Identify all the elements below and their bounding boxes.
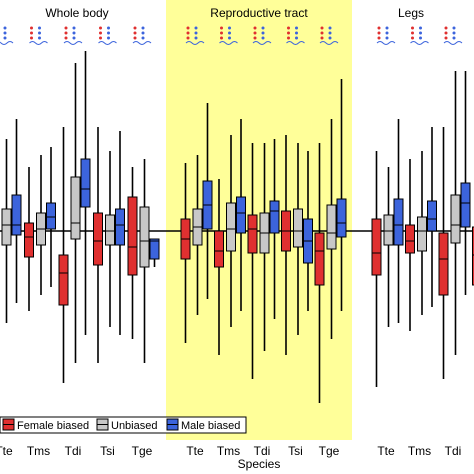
tick-label-tte: Tte [186, 444, 204, 458]
phylogeny-icon [132, 26, 152, 45]
label-layer: Whole body Tte Tms Tdi Tsi Tge Reproductive tr… [0, 6, 463, 458]
box-male [149, 238, 160, 260]
phylogeny-icon [443, 26, 463, 45]
tick-label-tge: Tge [319, 444, 340, 458]
box-female [247, 214, 258, 254]
phylogeny-icon [29, 26, 48, 45]
box-female [438, 232, 449, 296]
box-female [127, 196, 138, 276]
phylogeny-icon [252, 26, 272, 45]
box-female [472, 226, 474, 286]
tick-label-tms: Tms [27, 444, 50, 458]
box-unbiased [226, 202, 236, 252]
box-male [269, 200, 280, 234]
box-female [314, 232, 325, 286]
phylogeny-icon [98, 26, 117, 45]
box-male [115, 208, 125, 246]
box-male [336, 198, 347, 238]
box-male [236, 196, 246, 234]
box-male [460, 182, 471, 228]
box-unbiased [383, 214, 394, 246]
panel-title-legs: Legs [398, 6, 424, 20]
legend-frame [0, 416, 247, 434]
phylogeny-icon [63, 26, 83, 45]
box-female [214, 230, 224, 268]
box-male [46, 202, 56, 230]
box-female [405, 224, 415, 254]
phylogeny-icon [0, 26, 14, 45]
tick-label-tdi: Tdi [254, 444, 271, 458]
phylogeny-icon [286, 26, 305, 45]
box-unbiased [1, 208, 12, 246]
box-unbiased [326, 204, 337, 250]
phylogeny-icon [185, 26, 205, 45]
box-female [58, 254, 69, 306]
box-female [24, 222, 34, 258]
box-unbiased [450, 194, 461, 244]
box-unbiased [293, 208, 303, 248]
tick-label-tdi: Tdi [65, 444, 82, 458]
phylogeny-icon [376, 26, 396, 45]
box-male [427, 200, 437, 232]
box-female [371, 218, 382, 276]
box-unbiased [417, 216, 427, 252]
legend: Female biased Unbiased Male biased [0, 416, 247, 434]
box-unbiased [70, 176, 81, 240]
tick-label-tte: Tte [377, 444, 395, 458]
tick-label-tge: Tge [132, 444, 153, 458]
box-layer [1, 158, 474, 306]
panel-title-whole-body: Whole body [45, 6, 108, 20]
phylogeny-icon [319, 26, 339, 45]
phylogeny-icon [219, 26, 238, 45]
tick-label-tdi: Tdi [445, 444, 462, 458]
phylogeny-icon [410, 26, 429, 45]
legend-label-unbiased: Unbiased [111, 420, 157, 432]
legend-label-female: Female biased [17, 420, 89, 432]
box-female [93, 212, 103, 266]
box-male [11, 194, 22, 236]
tick-label-tms: Tms [408, 444, 431, 458]
panel-title-reproductive-tract: Reproductive tract [210, 6, 308, 20]
x-axis-label: Species [238, 457, 281, 471]
tick-label-tms: Tms [217, 444, 240, 458]
tick-label-tsi: Tsi [100, 444, 115, 458]
box-unbiased [105, 214, 115, 246]
tick-label-tsi: Tsi [288, 444, 303, 458]
box-male [393, 198, 404, 246]
box-unbiased [139, 206, 150, 268]
box-male [80, 158, 91, 208]
tick-label-tte: Tte [0, 444, 13, 458]
legend-label-male: Male biased [181, 420, 240, 432]
